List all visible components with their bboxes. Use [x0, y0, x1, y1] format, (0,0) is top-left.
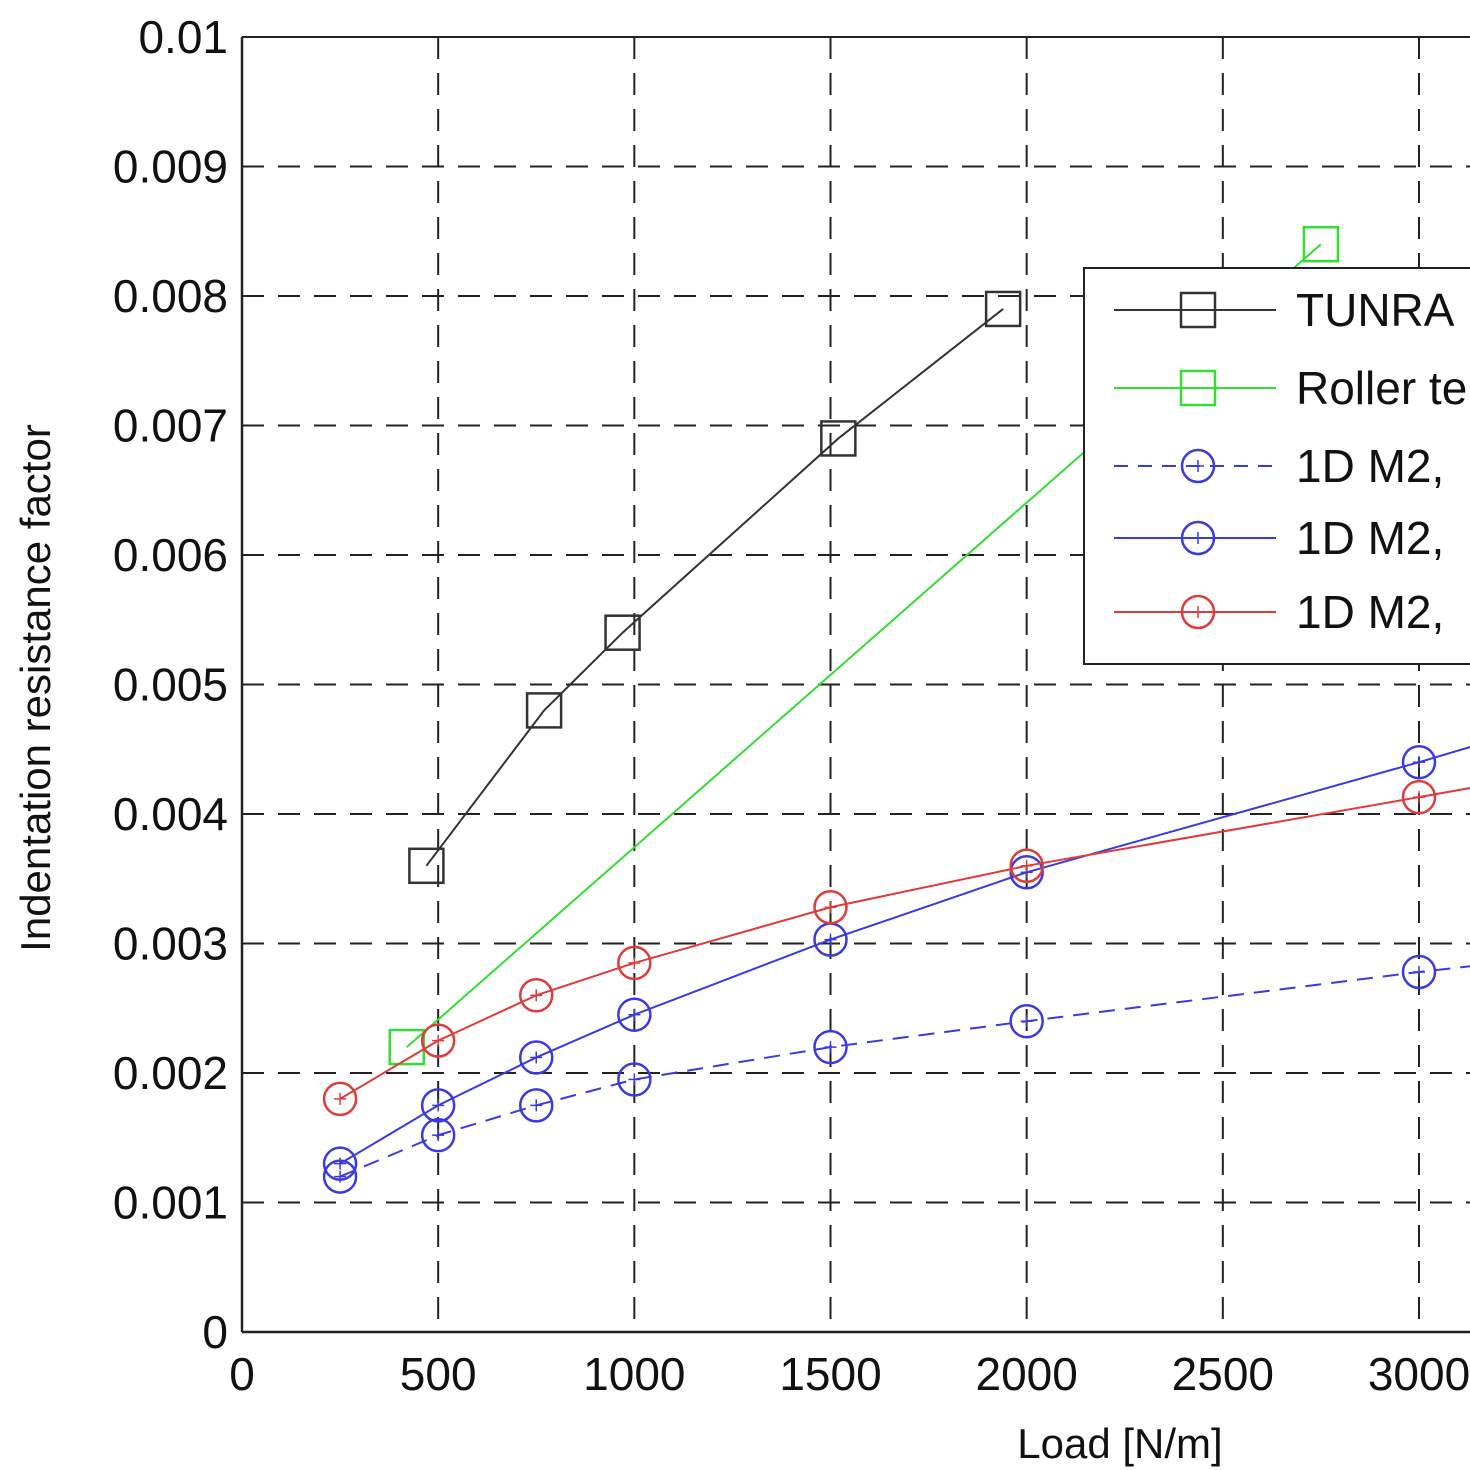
- circle-marker: [813, 889, 848, 925]
- y-tick-label: 0.01: [138, 11, 228, 63]
- x-tick-label: 500: [400, 1348, 477, 1400]
- series-3: [322, 744, 1470, 1181]
- circle-marker: [322, 1081, 358, 1117]
- x-tick-label: 2000: [975, 1348, 1077, 1400]
- square-marker: [984, 290, 1022, 328]
- circle-marker: [617, 1062, 652, 1097]
- series-4: [322, 779, 1470, 1117]
- y-axis-title: Indentation resistance factor: [12, 424, 59, 952]
- circle-marker: [1401, 779, 1437, 815]
- circle-marker: [1180, 520, 1216, 556]
- square-marker: [604, 614, 641, 651]
- circle-marker: [617, 997, 652, 1032]
- circle-marker: [519, 978, 554, 1013]
- square-marker: [525, 692, 563, 729]
- series-line: [339, 965, 1470, 1178]
- circle-marker: [1009, 1003, 1044, 1039]
- circle-marker: [1401, 744, 1437, 780]
- x-tick-label: 0: [229, 1348, 255, 1400]
- circle-marker: [420, 1117, 456, 1153]
- x-tick-label: 3000: [1368, 1348, 1470, 1400]
- circle-marker: [813, 1029, 848, 1065]
- circle-marker: [617, 945, 652, 981]
- circle-marker: [1180, 594, 1216, 630]
- y-tick-label: 0.001: [113, 1177, 228, 1229]
- series-0: [408, 290, 1022, 885]
- circle-marker: [519, 1088, 554, 1123]
- circle-marker: [420, 1023, 456, 1058]
- circle-marker: [519, 1040, 554, 1075]
- series-line: [339, 787, 1470, 1100]
- legend-label: TUNRA: [1296, 284, 1455, 336]
- legend: TUNRA Roller te 1D M2, 1D M2, 1D M2,: [1083, 267, 1470, 665]
- square-marker: [820, 420, 857, 457]
- y-tick-label: 0.007: [113, 400, 228, 452]
- y-tick-label: 0.005: [113, 659, 228, 711]
- y-tick-label: 0.002: [113, 1047, 228, 1099]
- circle-marker: [1180, 448, 1216, 484]
- series-2: [322, 954, 1470, 1194]
- square-marker: [1179, 369, 1217, 407]
- legend-label: 1D M2,: [1296, 440, 1444, 492]
- y-tick-label: 0.003: [113, 918, 228, 970]
- x-tick-label: 1500: [779, 1348, 881, 1400]
- circle-marker: [1009, 848, 1044, 884]
- legend-label: Roller te: [1296, 362, 1467, 414]
- y-tick-label: 0.006: [113, 529, 228, 581]
- y-tick-label: 0.004: [113, 788, 228, 840]
- legend-label: 1D M2,: [1296, 586, 1444, 638]
- y-tick-label: 0.009: [113, 141, 228, 193]
- y-tick-label: 0: [202, 1306, 228, 1358]
- square-marker: [408, 847, 445, 885]
- circle-marker: [420, 1088, 456, 1123]
- square-marker: [1179, 291, 1217, 329]
- legend-label: 1D M2,: [1296, 512, 1444, 564]
- x-tick-label: 1000: [583, 1348, 685, 1400]
- series-line: [425, 308, 1004, 867]
- grid: [242, 36, 1470, 1332]
- axes: 0 0.001 0.002 0.003 0.004 0.005 0.006 0.007 0.00…: [113, 11, 1470, 1400]
- y-tick-label: 0.008: [113, 270, 228, 322]
- circle-marker: [322, 1146, 358, 1181]
- square-marker: [1302, 225, 1340, 263]
- circle-marker: [1009, 855, 1044, 890]
- x-tick-label: 2500: [1172, 1348, 1274, 1400]
- series-line: [339, 746, 1470, 1165]
- circle-marker: [1401, 954, 1437, 990]
- x-axis-title: Load [N/m]: [1017, 1420, 1222, 1467]
